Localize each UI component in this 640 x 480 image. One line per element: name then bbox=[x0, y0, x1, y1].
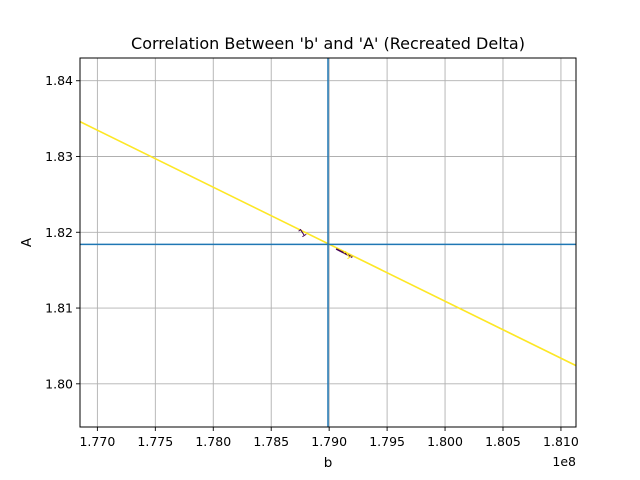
x-offset-label: 1e8 bbox=[552, 454, 576, 469]
y-tick-label: 1.83 bbox=[45, 149, 73, 164]
x-tick-label: 1.800 bbox=[427, 434, 463, 449]
y-tick-label: 1.82 bbox=[45, 225, 73, 240]
y-tick-label: 1.80 bbox=[45, 376, 73, 391]
plot-area: 11 bbox=[79, 58, 577, 427]
x-tick-label: 1.810 bbox=[543, 434, 579, 449]
y-axis-label: A bbox=[19, 237, 35, 247]
contour-line-purple bbox=[335, 248, 353, 258]
x-tick-label: 1.790 bbox=[311, 434, 347, 449]
y-tick-label: 1.84 bbox=[45, 73, 73, 88]
x-tick-label: 1.795 bbox=[369, 434, 405, 449]
x-tick-label: 1.775 bbox=[137, 434, 173, 449]
x-axis-label: b bbox=[324, 455, 333, 471]
y-tick-label: 1.81 bbox=[45, 301, 73, 316]
x-tick-label: 1.805 bbox=[485, 434, 521, 449]
axes-frame bbox=[79, 57, 577, 428]
chart-title: Correlation Between 'b' and 'A' (Recreat… bbox=[131, 34, 525, 53]
axis-ticks: 1.770 1.775 1.780 1.785 1.790 1.795 1.800 1.805… bbox=[45, 73, 579, 449]
x-tick-label: 1.785 bbox=[253, 434, 289, 449]
x-tick-label: 1.770 bbox=[79, 434, 115, 449]
x-tick-label: 1.780 bbox=[195, 434, 231, 449]
